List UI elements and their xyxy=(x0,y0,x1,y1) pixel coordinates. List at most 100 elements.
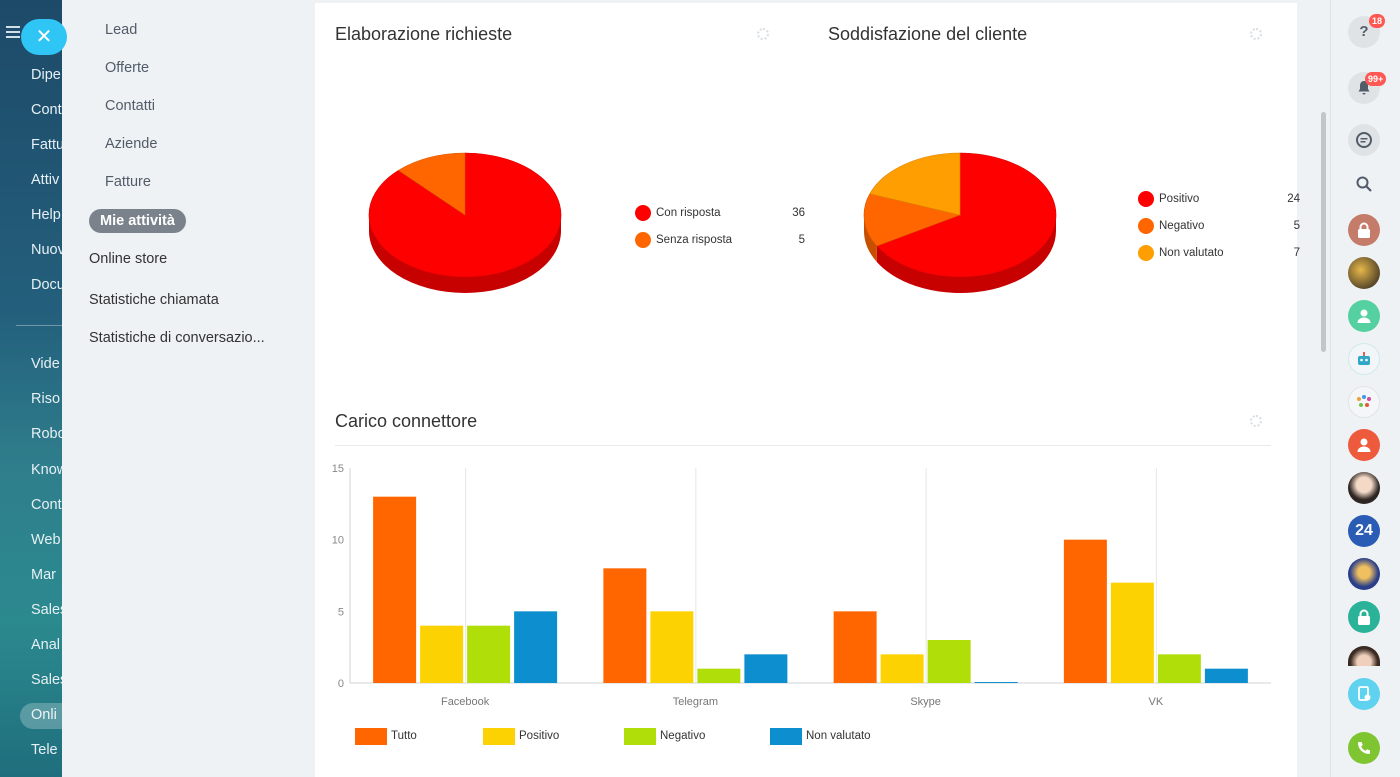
legend-value: 7 xyxy=(1293,247,1300,259)
pie-slice[interactable] xyxy=(876,152,1057,278)
main-nav-item[interactable]: Onli xyxy=(31,707,57,723)
legend-label: Negativo xyxy=(1159,220,1205,232)
x-tick-label: Skype xyxy=(910,696,941,708)
bar[interactable] xyxy=(603,568,647,683)
x-tick-label: VK xyxy=(1149,696,1164,708)
bar[interactable] xyxy=(697,668,741,683)
user-avatar-photo[interactable] xyxy=(1348,646,1380,666)
legend-label: Negativo xyxy=(660,730,706,742)
scrollbar[interactable] xyxy=(1316,0,1330,777)
pie-slice-side xyxy=(369,215,561,293)
pie-slice-side xyxy=(864,215,877,262)
menu-item-statistiche-chiamata[interactable]: Statistiche chiamata xyxy=(89,292,219,308)
chat-icon[interactable] xyxy=(1348,124,1380,156)
menu-burger-icon[interactable] xyxy=(6,26,20,38)
main-nav-item[interactable]: Sales xyxy=(31,672,62,688)
main-nav-item[interactable]: Docu xyxy=(31,277,62,293)
main-nav-item[interactable]: Know xyxy=(31,462,62,478)
bar[interactable] xyxy=(514,611,558,683)
x-tick-label: Telegram xyxy=(673,696,718,708)
pie-slice[interactable] xyxy=(869,152,961,216)
main-nav-item[interactable]: Robo xyxy=(31,426,62,442)
widget-settings-gear-icon[interactable] xyxy=(1250,28,1262,40)
right-rail: ? 18 99+ 24 xyxy=(1330,0,1400,777)
bar[interactable] xyxy=(1110,582,1154,683)
main-nav-item[interactable]: Anal xyxy=(31,637,61,653)
menu-item-fatture[interactable]: Fatture xyxy=(105,174,151,190)
legend-value: 5 xyxy=(798,234,805,246)
menu-item-online-store[interactable]: Online store xyxy=(89,251,168,267)
search-icon[interactable] xyxy=(1348,168,1380,200)
nav-active-pill xyxy=(20,703,62,729)
lock-avatar-icon[interactable] xyxy=(1348,214,1380,246)
legend-marker xyxy=(1138,245,1154,261)
pie-chart-satisfaction xyxy=(863,152,1057,293)
bar[interactable] xyxy=(927,640,971,683)
scrollbar-thumb[interactable] xyxy=(1321,112,1326,352)
user-avatar-icon[interactable] xyxy=(1348,300,1380,332)
y-tick-label: 10 xyxy=(332,535,344,547)
y-tick-label: 15 xyxy=(332,463,344,475)
menu-item-lead[interactable]: Lead xyxy=(105,22,138,38)
bar[interactable] xyxy=(1204,668,1248,683)
user-avatar-photo[interactable] xyxy=(1348,257,1380,289)
bar-chart-connector: 0 5 10 15 Facebook Telegram Skype VK xyxy=(332,463,1271,708)
legend-swatch xyxy=(483,728,515,745)
legend-value: 5 xyxy=(1293,220,1300,232)
bar[interactable] xyxy=(373,496,417,683)
bitrix24-avatar[interactable]: 24 xyxy=(1348,515,1380,547)
bar[interactable] xyxy=(1157,654,1201,683)
main-nav-item[interactable]: Web xyxy=(31,532,61,548)
widget-title-connector: Carico connettore xyxy=(335,411,478,431)
main-nav-item[interactable]: Riso xyxy=(31,391,61,407)
bar[interactable] xyxy=(467,625,511,683)
bar[interactable] xyxy=(974,682,1018,683)
bar[interactable] xyxy=(833,611,877,683)
main-nav-item[interactable]: Cont xyxy=(31,102,62,118)
main-nav-item[interactable]: Fattu xyxy=(31,137,62,153)
pie-slice[interactable] xyxy=(397,152,466,216)
user-avatar-photo[interactable] xyxy=(1348,558,1380,590)
bar[interactable] xyxy=(420,625,464,683)
main-nav-item[interactable]: Sales xyxy=(31,602,62,618)
main-nav-item[interactable]: Attiv xyxy=(31,172,60,188)
bar[interactable] xyxy=(1063,539,1107,683)
pie-slice[interactable] xyxy=(863,193,962,247)
menu-item-offerte[interactable]: Offerte xyxy=(105,60,150,76)
main-nav-item[interactable]: Help xyxy=(31,207,61,223)
group-avatar-icon[interactable] xyxy=(1348,386,1380,418)
bar[interactable] xyxy=(650,611,694,683)
menu-item-aziende[interactable]: Aziende xyxy=(105,136,158,152)
legend-marker xyxy=(1138,191,1154,207)
main-nav-item[interactable]: Tele xyxy=(31,742,58,758)
menu-item-statistiche-conversazione[interactable]: Statistiche di conversazio... xyxy=(89,330,265,346)
widget-title-satisfaction: Soddisfazione del cliente xyxy=(828,24,1028,44)
phone-call-icon[interactable] xyxy=(1348,732,1380,764)
bot-avatar-icon[interactable] xyxy=(1348,343,1380,375)
main-nav-item[interactable]: Mar xyxy=(31,567,56,583)
bar[interactable] xyxy=(880,654,924,683)
main-nav-item[interactable]: Cont xyxy=(31,497,62,513)
menu-item-mie-attivita[interactable]: Mie attività xyxy=(89,209,186,233)
close-slider-button[interactable]: ✕ xyxy=(21,19,67,55)
help-badge: 18 xyxy=(1369,14,1386,28)
legend-label: Non valutato xyxy=(1159,247,1224,259)
menu-item-contatti[interactable]: Contatti xyxy=(105,98,155,114)
main-nav-item[interactable]: Vide xyxy=(31,356,60,372)
widget-settings-gear-icon[interactable] xyxy=(1250,415,1262,427)
user-avatar-photo[interactable] xyxy=(1348,472,1380,504)
notifications-badge: 99+ xyxy=(1365,72,1387,86)
report-content: Elaborazione richieste Con risposta 36 Sen… xyxy=(315,3,1300,777)
lock-avatar-icon[interactable] xyxy=(1348,601,1380,633)
main-nav-item[interactable]: Dipe xyxy=(31,67,61,83)
widget-settings-gear-icon[interactable] xyxy=(757,28,769,40)
legend-value: 36 xyxy=(792,207,805,219)
widget-title-requests: Elaborazione richieste xyxy=(335,24,513,44)
legend-label: Senza risposta xyxy=(656,234,733,246)
user-avatar-icon[interactable] xyxy=(1348,429,1380,461)
bar[interactable] xyxy=(744,654,788,683)
phone-transfer-icon[interactable] xyxy=(1348,678,1380,710)
legend-label: Non valutato xyxy=(806,730,871,742)
y-tick-label: 5 xyxy=(338,606,344,618)
main-nav-item[interactable]: Nuov xyxy=(31,242,62,258)
